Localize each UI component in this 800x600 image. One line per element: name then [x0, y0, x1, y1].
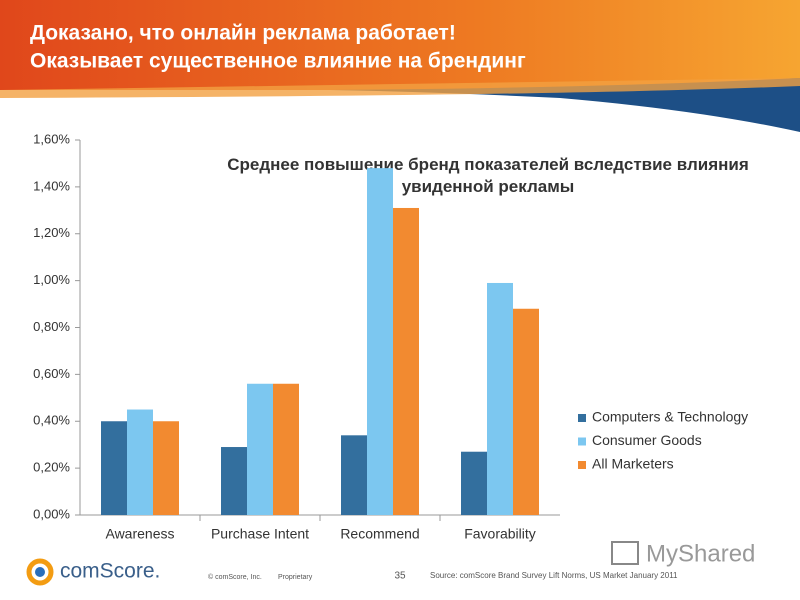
legend-swatch — [578, 414, 586, 422]
y-tick-label: 0,00% — [33, 506, 70, 521]
x-tick-label: Recommend — [340, 526, 419, 542]
legend-label: Computers & Technology — [592, 409, 748, 425]
watermark-icon — [611, 541, 639, 565]
legend-swatch — [578, 437, 586, 446]
bar — [153, 421, 179, 515]
bar — [487, 282, 513, 515]
bar — [221, 447, 247, 515]
header-swoosh-light — [0, 78, 800, 98]
logo: comScore. — [60, 560, 160, 583]
x-tick-label: Purchase Intent — [211, 526, 309, 542]
header-band — [0, 0, 800, 90]
proprietary: Proprietary — [278, 574, 313, 581]
bar — [273, 383, 299, 515]
slide-title: Оказывает существенное влияние на бренди… — [30, 50, 526, 73]
legend-label: All Marketers — [592, 456, 674, 472]
bar — [341, 435, 367, 515]
copyright: © comScore, Inc. — [208, 573, 262, 581]
y-tick-label: 0,40% — [33, 413, 70, 428]
legend-label: Consumer Goods — [592, 432, 702, 448]
y-tick-label: 1,40% — [33, 178, 70, 193]
bar — [513, 308, 539, 515]
watermark: MyShared — [646, 540, 755, 567]
y-tick-label: 0,80% — [33, 319, 70, 334]
bar — [393, 207, 419, 515]
footer: comScore. © comScore, Inc. Proprietary 3… — [26, 540, 755, 586]
bar — [127, 409, 153, 515]
bar — [247, 383, 273, 515]
page-number: 35 — [394, 571, 406, 582]
slide-title: Доказано, что онлайн реклама работает! — [30, 22, 456, 45]
chart-title-line: Среднее повышение бренд показателей всле… — [227, 155, 749, 174]
x-tick-label: Awareness — [105, 526, 174, 542]
bar — [461, 451, 487, 515]
y-tick-label: 0,20% — [33, 460, 70, 475]
legend-swatch — [578, 461, 586, 469]
source: Source: comScore Brand Survey Lift Norms… — [430, 571, 678, 580]
y-tick-label: 0,60% — [33, 366, 70, 381]
bar — [101, 421, 127, 515]
chart-title: Среднее повышение бренд показателей всле… — [227, 155, 749, 196]
chart-title-line: увиденной рекламы — [402, 177, 575, 196]
y-tick-label: 1,00% — [33, 272, 70, 287]
y-tick-label: 1,60% — [33, 131, 70, 146]
x-tick-label: Favorability — [464, 526, 536, 542]
logo-icon — [35, 567, 45, 577]
y-tick-label: 1,20% — [33, 225, 70, 240]
logo-icon — [26, 558, 54, 586]
bar — [367, 168, 393, 515]
